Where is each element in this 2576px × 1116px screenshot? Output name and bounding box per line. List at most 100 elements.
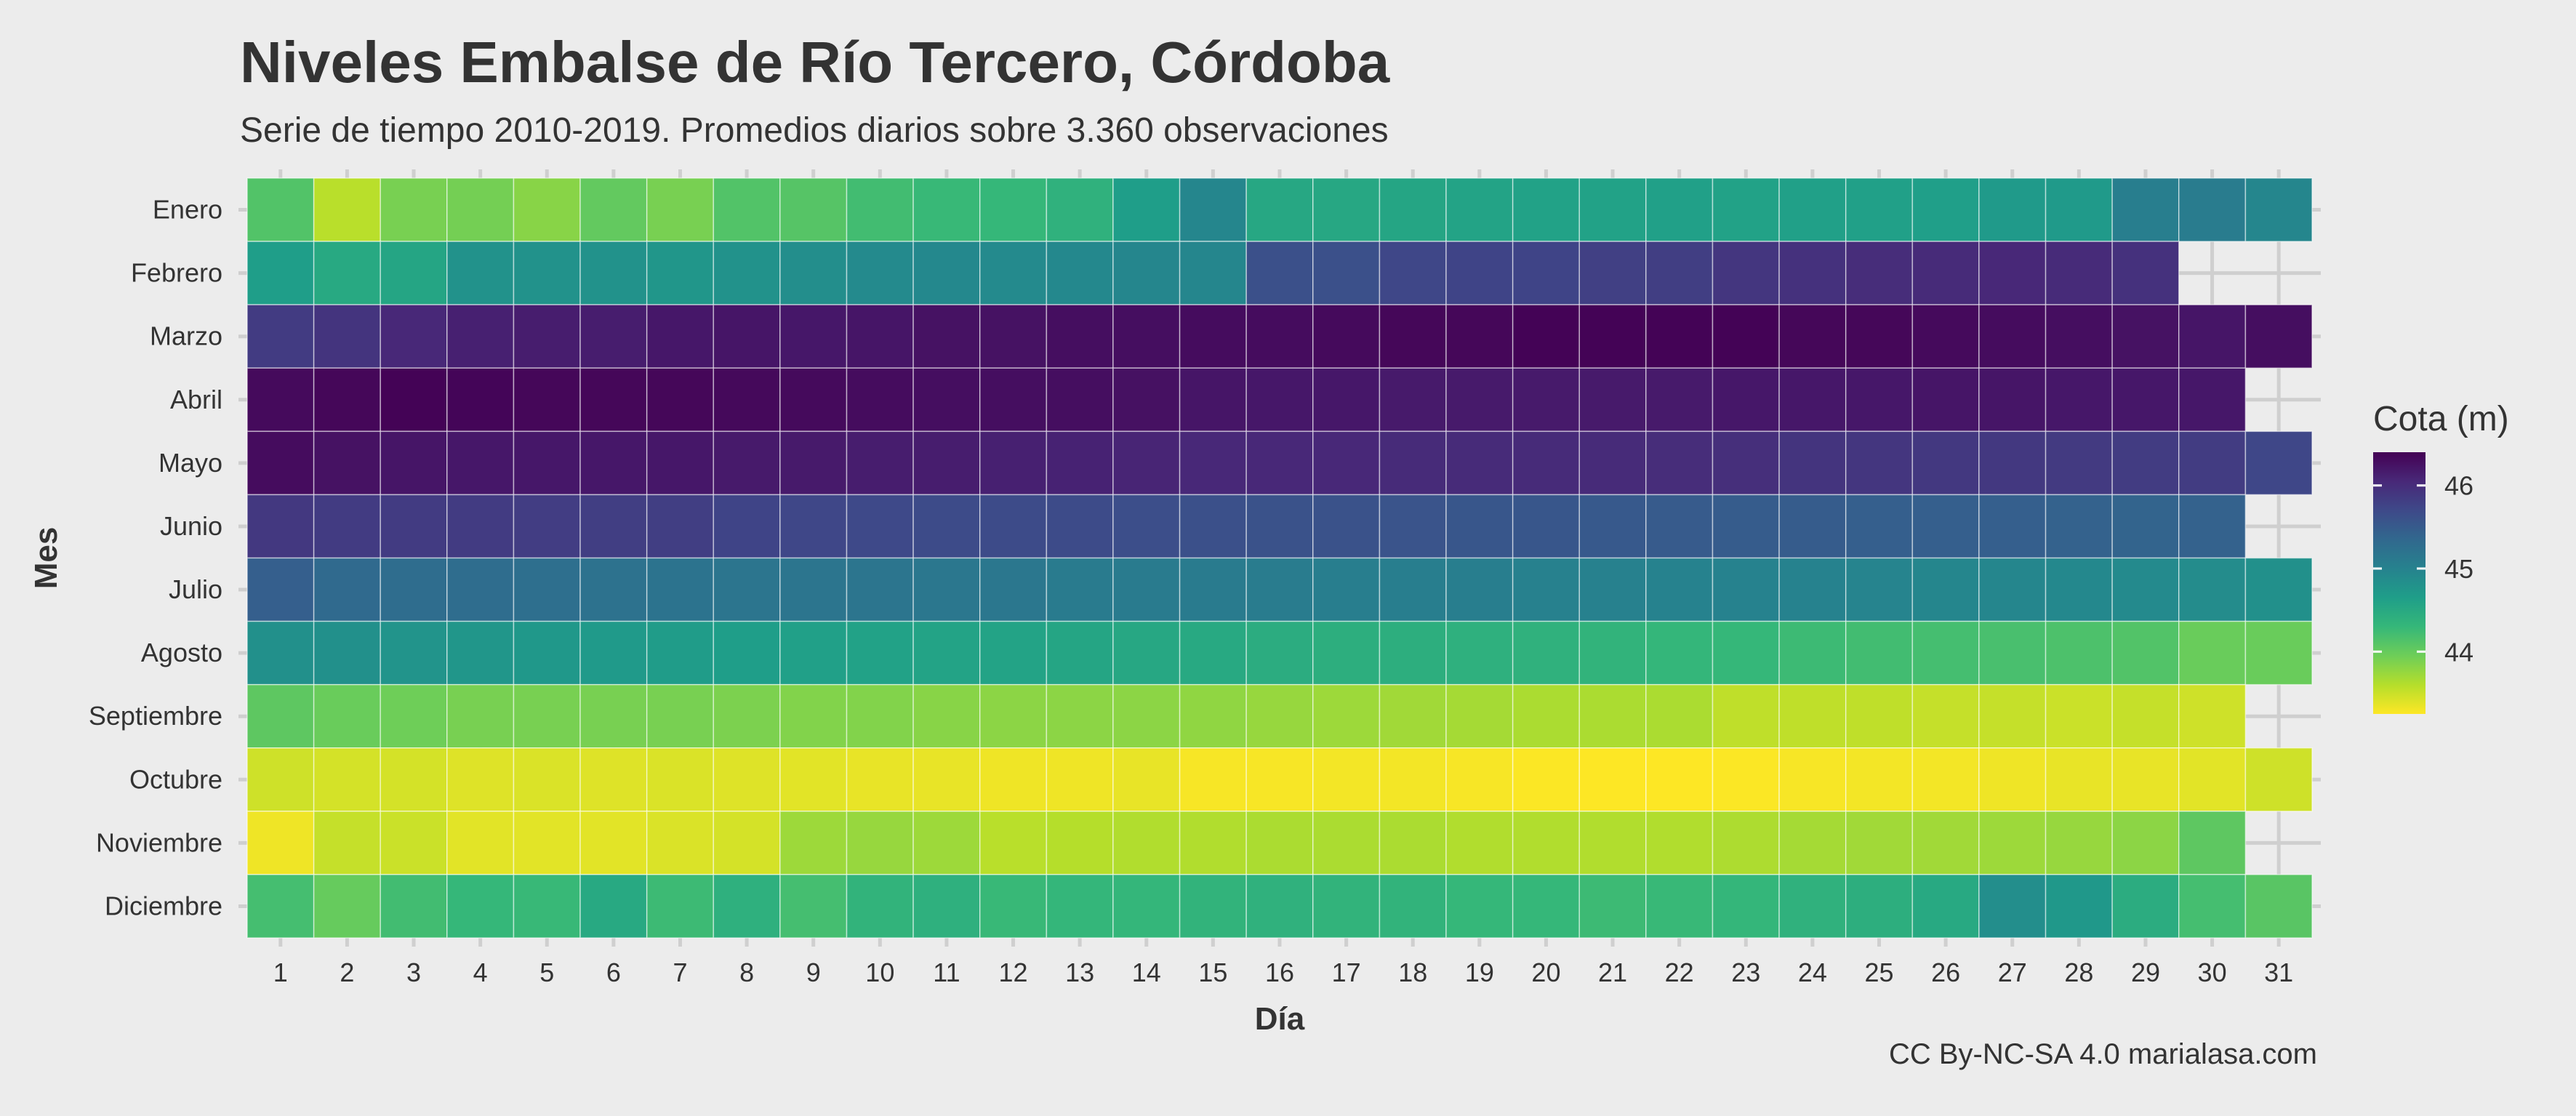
- heatmap-cell: [1512, 430, 1581, 496]
- heatmap-cell: [713, 557, 781, 622]
- legend-ticks: 44 45 46: [2373, 471, 2473, 667]
- heatmap-cell: [1112, 747, 1181, 812]
- heatmap-cell: [1911, 620, 1980, 686]
- heatmap-cell: [1245, 430, 1314, 496]
- heatmap-cell: [313, 304, 381, 369]
- heatmap-cell: [1312, 430, 1381, 496]
- heatmap-cell: [713, 683, 781, 749]
- heatmap-cell: [1445, 683, 1514, 749]
- heatmap-cell: [1911, 747, 1980, 812]
- heatmap-cell: [1179, 177, 1247, 242]
- heatmap-cell: [1845, 241, 1914, 305]
- heatmap-cell: [979, 811, 1048, 875]
- heatmap-cell: [1845, 683, 1914, 749]
- heatmap-cell: [1845, 557, 1914, 622]
- heatmap-cell: [1845, 494, 1914, 559]
- heatmap-cell: [1046, 241, 1114, 305]
- heatmap-cell: [1046, 747, 1114, 812]
- heatmap-cell: [1379, 367, 1447, 433]
- heatmap-cell: [1712, 241, 1780, 305]
- heatmap-cell: [646, 177, 715, 242]
- heatmap-cell: [1445, 430, 1514, 496]
- heatmap-cell: [1512, 494, 1581, 559]
- heatmap-cell: [1778, 683, 1847, 749]
- heatmap-cell: [912, 430, 981, 496]
- heatmap-cell: [912, 620, 981, 686]
- legend: Cota (m) 44 45 46: [2373, 400, 2509, 714]
- heatmap-cell: [579, 430, 648, 496]
- heatmap-cell: [1379, 430, 1447, 496]
- heatmap-cell: [912, 811, 981, 875]
- heatmap-cell: [713, 811, 781, 875]
- heatmap-cell: [979, 304, 1048, 369]
- cells-layer: [246, 177, 2313, 939]
- heatmap-cell: [313, 367, 381, 433]
- heatmap-cell: [1179, 874, 1247, 939]
- heatmap-cell: [446, 683, 515, 749]
- heatmap-cell: [246, 874, 315, 939]
- heatmap-cell: [2045, 683, 2113, 749]
- heatmap-cell: [1712, 874, 1780, 939]
- heatmap-cell: [2045, 811, 2113, 875]
- heatmap-cell: [313, 430, 381, 496]
- heatmap-cell: [1179, 430, 1247, 496]
- heatmap-cell: [646, 620, 715, 686]
- x-tick-label: 3: [406, 958, 421, 987]
- heatmap-cell: [2111, 683, 2180, 749]
- heatmap-cell: [779, 747, 848, 812]
- heatmap-cell: [246, 811, 315, 875]
- heatmap-cell: [912, 683, 981, 749]
- heatmap-cell: [1512, 304, 1581, 369]
- heatmap-cell: [446, 304, 515, 369]
- heatmap-cell: [646, 874, 715, 939]
- heatmap-cell: [979, 683, 1048, 749]
- heatmap-cell: [2244, 557, 2313, 622]
- heatmap-cell: [1578, 241, 1647, 305]
- heatmap-cell: [246, 494, 315, 559]
- heatmap-cell: [1911, 241, 1980, 305]
- heatmap-cell: [1445, 874, 1514, 939]
- heatmap-cell: [1512, 874, 1581, 939]
- x-tick-label: 29: [2131, 958, 2160, 987]
- heatmap-cell: [1845, 304, 1914, 369]
- heatmap-cell: [1245, 557, 1314, 622]
- heatmap-cell: [1712, 620, 1780, 686]
- heatmap-cell: [313, 747, 381, 812]
- heatmap-cell: [313, 177, 381, 242]
- heatmap-cell: [1046, 494, 1114, 559]
- x-axis: 1 2 3 4 5 6 7 8 9 10 11 12 13 14 15 16 17 18 19 20 21 22 23 24 2…: [273, 958, 2293, 987]
- heatmap-cell: [646, 367, 715, 433]
- heatmap-cell: [846, 304, 914, 369]
- heatmap-cell: [1046, 874, 1114, 939]
- heatmap-cell: [579, 241, 648, 305]
- heatmap-cell: [380, 304, 448, 369]
- heatmap-cell: [1978, 874, 2047, 939]
- heatmap-cell: [2178, 430, 2247, 496]
- heatmap-cell: [1578, 557, 1647, 622]
- heatmap-cell: [979, 430, 1048, 496]
- heatmap-cell: [579, 620, 648, 686]
- x-tick-label: 11: [933, 958, 960, 987]
- heatmap-cell: [1512, 683, 1581, 749]
- heatmap-cell: [1046, 620, 1114, 686]
- heatmap-cell: [1445, 747, 1514, 812]
- heatmap-cell: [2045, 304, 2113, 369]
- heatmap-cell: [2244, 430, 2313, 496]
- heatmap-cell: [1046, 367, 1114, 433]
- heatmap-cell: [1712, 494, 1780, 559]
- y-tick-label: Diciembre: [105, 891, 222, 920]
- heatmap-cell: [2244, 874, 2313, 939]
- x-tick-label: 22: [1665, 958, 1694, 987]
- heatmap-cell: [1046, 557, 1114, 622]
- heatmap-cell: [513, 874, 581, 939]
- x-tick-label: 10: [865, 958, 894, 987]
- heatmap-cell: [1245, 304, 1314, 369]
- heatmap-cell: [1312, 747, 1381, 812]
- heatmap-cell: [1978, 811, 2047, 875]
- heatmap-cell: [1778, 241, 1847, 305]
- heatmap-cell: [380, 620, 448, 686]
- chart-subtitle: Serie de tiempo 2010-2019. Promedios dia…: [240, 111, 1389, 150]
- heatmap-cell: [2045, 557, 2113, 622]
- heatmap-cell: [1578, 747, 1647, 812]
- heatmap-cell: [1112, 430, 1181, 496]
